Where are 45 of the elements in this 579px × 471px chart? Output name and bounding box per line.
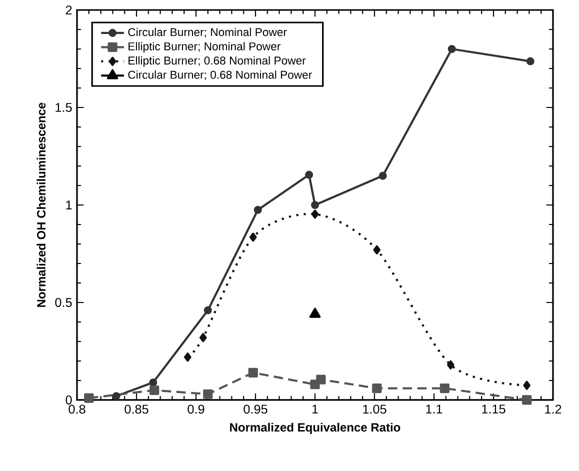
point (204, 306, 212, 314)
point (440, 383, 450, 394)
point (199, 333, 207, 342)
legend-label: Elliptic Burner; 0.68 Nominal Power (128, 56, 306, 67)
x-tick-label: 1 (312, 404, 318, 414)
point (310, 200, 319, 209)
x-tick-label: 0.9 (188, 404, 204, 414)
x-tick-label: 0.95 (244, 404, 268, 414)
point (523, 380, 530, 390)
point (309, 308, 321, 318)
point (522, 395, 532, 405)
x-tick-label: 1.05 (363, 404, 386, 414)
point (446, 360, 454, 370)
y-axis-title: Normalized OH Chemiluminescence (36, 102, 46, 307)
x-tick-label: 1.15 (482, 404, 506, 414)
point (254, 206, 262, 214)
x-tick-label: 1.1 (426, 404, 442, 414)
x-axis-title: Normalized Equivalence Ratio (230, 422, 400, 434)
x-tick-label: 1.2 (545, 404, 562, 414)
point (378, 172, 387, 180)
point (203, 389, 213, 399)
point (448, 44, 456, 53)
point (112, 392, 120, 400)
y-tick-label: 1.5 (56, 103, 72, 112)
point (526, 57, 534, 66)
point (149, 378, 158, 386)
x-tick-label: 0.8 (68, 404, 86, 414)
point (249, 232, 257, 242)
legend-label: Circular Burner; Nominal Power (128, 28, 287, 38)
legend-label: Circular Burner; 0.68 Nominal Power (128, 70, 312, 80)
y-tick-label: 1 (66, 200, 72, 210)
point (316, 374, 326, 384)
point (373, 245, 381, 254)
point (84, 393, 94, 403)
point (184, 352, 192, 362)
point (372, 383, 382, 394)
point (311, 210, 319, 219)
legend-label: Elliptic Burner; Nominal Power (128, 42, 280, 53)
y-tick-label: 2 (66, 6, 72, 14)
x-tick-label: 0.85 (124, 404, 148, 414)
y-tick-label: 0.5 (55, 298, 72, 307)
point (150, 385, 160, 396)
y-tick-label: 0 (66, 396, 72, 404)
point (305, 170, 314, 179)
point (248, 368, 258, 378)
